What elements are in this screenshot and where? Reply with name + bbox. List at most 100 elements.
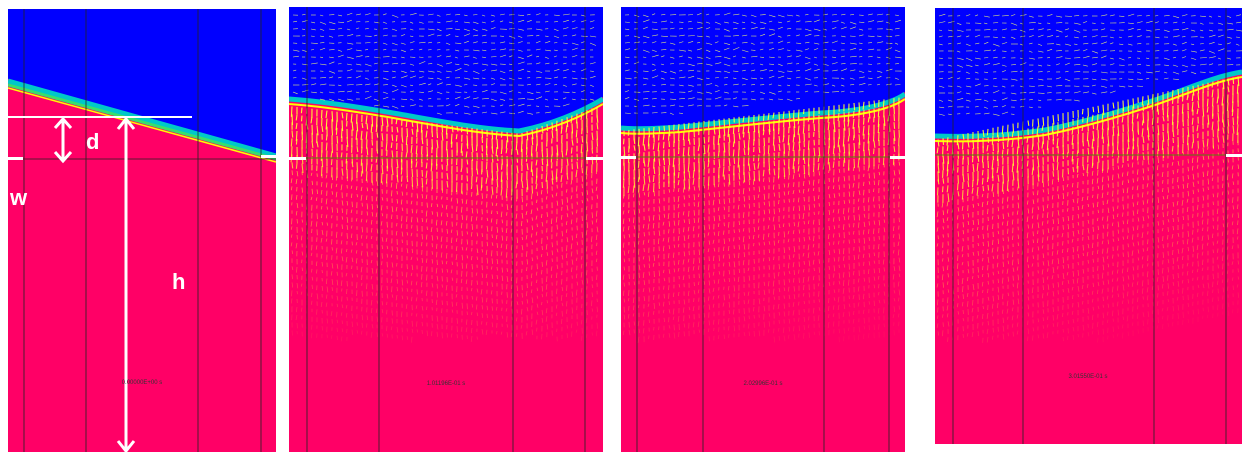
water-vector (461, 262, 463, 269)
water-vector (1002, 261, 1005, 267)
water-vector (733, 285, 735, 292)
water-vector (476, 232, 479, 237)
water-vector (898, 257, 901, 263)
water-vector (446, 220, 448, 226)
water-vector (773, 336, 776, 343)
air-vector (642, 77, 649, 80)
water-vector (350, 185, 353, 189)
air-vector (1163, 77, 1169, 80)
air-vector (983, 99, 989, 102)
air-vector (1217, 48, 1225, 52)
water-vector (381, 165, 384, 175)
water-vector (571, 211, 573, 215)
water-vector (858, 150, 861, 160)
air-vector (974, 64, 979, 67)
water-vector (683, 123, 686, 131)
water-vector (852, 310, 855, 316)
air-vector (1082, 42, 1089, 45)
water-vector (677, 267, 680, 272)
air-vector (508, 63, 513, 65)
water-vector (728, 277, 731, 283)
water-vector (838, 184, 840, 190)
water-vector (652, 126, 655, 138)
water-vector (758, 330, 761, 337)
water-vector (687, 258, 690, 263)
water-vector (536, 239, 538, 243)
water-vector (341, 112, 344, 119)
water-vector (596, 306, 598, 313)
water-vector (827, 321, 830, 329)
air-vector (382, 34, 388, 37)
air-vector (1010, 78, 1018, 81)
water-vector (898, 305, 901, 310)
water-vector (961, 206, 964, 211)
air-vector (490, 20, 495, 23)
air-vector (337, 14, 343, 17)
air-vector (974, 71, 979, 74)
air-vector (849, 14, 855, 16)
water-vector (956, 135, 959, 146)
water-vector (788, 278, 790, 283)
water-vector (941, 274, 944, 281)
water-vector (843, 112, 846, 122)
water-vector (977, 234, 980, 239)
water-vector (718, 215, 721, 221)
water-vector (406, 184, 408, 189)
water-vector (481, 137, 484, 143)
water-vector (310, 220, 313, 227)
water-vector (957, 271, 959, 276)
water-vector (495, 146, 498, 156)
water-vector (376, 228, 379, 234)
water-vector (743, 332, 746, 337)
water-vector (972, 203, 975, 208)
air-vector (364, 49, 369, 51)
water-vector (335, 191, 338, 198)
water-vector (833, 225, 836, 230)
water-vector (753, 162, 756, 170)
water-vector (440, 252, 443, 258)
air-vector (1055, 56, 1063, 59)
air-vector (328, 91, 335, 94)
water-vector (961, 190, 964, 200)
air-vector (965, 99, 971, 102)
water-vector (435, 219, 438, 226)
water-vector (852, 182, 855, 188)
water-vector (663, 301, 665, 307)
water-vector (465, 151, 468, 158)
air-vector (526, 13, 531, 16)
water-vector (852, 118, 855, 129)
air-vector (992, 106, 998, 108)
water-vector (668, 189, 670, 193)
air-vector (786, 35, 791, 37)
water-vector (802, 252, 805, 257)
air-vector (974, 50, 978, 53)
water-vector (757, 194, 760, 198)
water-vector (566, 205, 569, 211)
water-vector (833, 121, 836, 133)
water-vector (803, 220, 805, 225)
air-vector (1109, 90, 1116, 94)
water-vector (381, 333, 384, 337)
air-vector (382, 62, 389, 65)
time-label: 1.01196E-01 s (427, 381, 466, 387)
water-vector (653, 166, 656, 175)
water-vector (431, 283, 434, 288)
water-vector (426, 306, 428, 311)
water-vector (788, 326, 791, 332)
air-vector (481, 63, 489, 66)
water-vector (436, 331, 438, 337)
water-vector (546, 212, 548, 217)
air-vector (1037, 28, 1044, 31)
water-vector (802, 188, 805, 194)
water-vector (767, 329, 770, 333)
water-vector (341, 256, 344, 262)
air-vector (337, 90, 345, 93)
water-vector (893, 114, 896, 122)
water-vector (310, 252, 313, 257)
air-vector (1172, 43, 1177, 46)
air-vector (391, 56, 397, 59)
water-vector (987, 296, 990, 301)
water-vector (351, 193, 353, 198)
air-vector (499, 54, 507, 58)
air-vector (472, 41, 478, 44)
